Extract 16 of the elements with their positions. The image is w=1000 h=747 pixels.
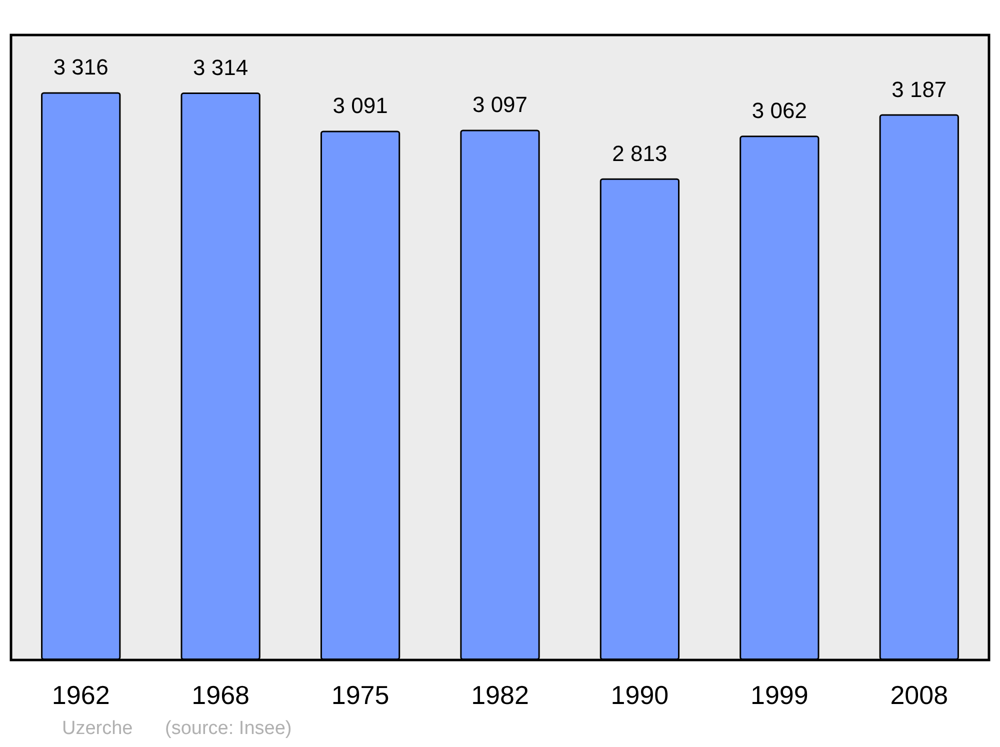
data-label: 2 813 bbox=[612, 140, 668, 166]
data-label: 3 091 bbox=[332, 93, 388, 118]
x-tick-label: 1990 bbox=[610, 680, 669, 710]
x-tick-label: 1975 bbox=[331, 680, 390, 710]
text: (source: Insee) bbox=[165, 718, 292, 739]
data-label: 3 097 bbox=[472, 92, 528, 118]
data-label: 3 062 bbox=[752, 98, 807, 124]
data-label: 3 314 bbox=[193, 55, 248, 80]
text: Uzerche bbox=[62, 718, 133, 739]
x-tick-label: 2008 bbox=[890, 680, 948, 710]
x-tick-label: 1968 bbox=[192, 680, 250, 710]
data-label: 3 187 bbox=[892, 76, 947, 102]
x-tick-label: 1999 bbox=[750, 680, 808, 710]
data-label: 3 316 bbox=[53, 54, 108, 80]
x-tick-label: 1962 bbox=[52, 680, 110, 710]
x-tick-label: 1982 bbox=[471, 680, 529, 710]
